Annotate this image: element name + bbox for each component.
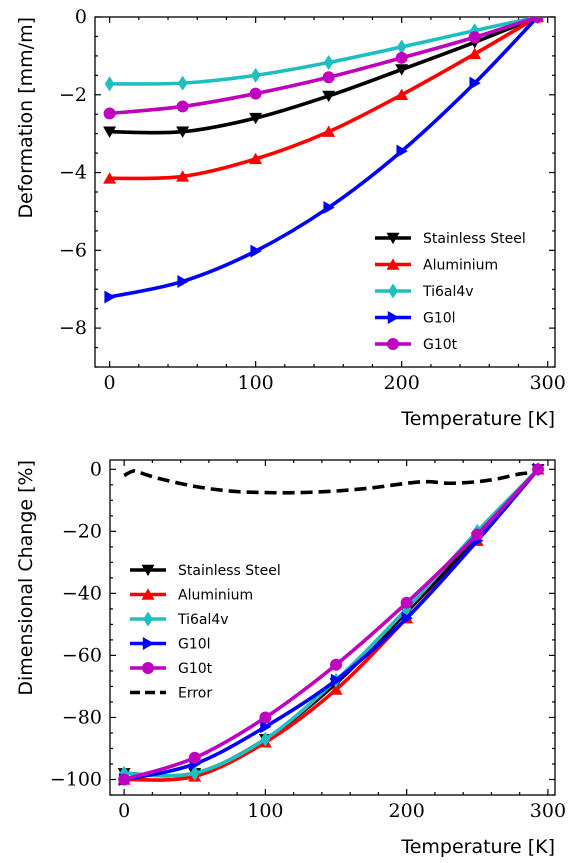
y-tick-label: −8: [59, 317, 87, 339]
x-tick-label: 0: [104, 372, 116, 394]
legend: Stainless Steel Aluminium Ti6al4v G10l G10t: [375, 231, 526, 353]
y-tick-label: −6: [59, 239, 87, 261]
data-point-ti6al4v: [104, 76, 115, 92]
legend-label: Ti6al4v: [422, 284, 474, 300]
data-point-g10l: [401, 611, 413, 625]
data-point-g10l: [323, 201, 335, 215]
data-point-g10l: [104, 290, 116, 304]
data-point-g10l: [260, 720, 272, 734]
y-tick-label: −4: [59, 162, 87, 184]
data-point-g10t: [395, 51, 408, 64]
legend-marker: [387, 311, 400, 324]
data-point-g10t: [259, 711, 272, 724]
x-tick-label: 100: [247, 800, 283, 822]
data-point-ti6al4v: [396, 39, 407, 55]
legend-label: G10l: [178, 637, 211, 653]
legend-label: Aluminium: [423, 258, 498, 274]
data-point-g10t: [176, 100, 189, 113]
legend-marker: [142, 662, 154, 674]
data-point-g10t: [532, 463, 545, 476]
data-point-g10t: [118, 773, 131, 786]
data-point-stainless-steel: [322, 90, 336, 103]
y-axis-label: Dimensional Change [%]: [15, 460, 37, 696]
legend-label: Aluminium: [178, 588, 253, 604]
y-tick-label: 0: [75, 6, 87, 28]
data-point-stainless-steel: [176, 126, 190, 138]
legend-label: G10l: [423, 311, 456, 327]
legend-marker: [141, 564, 155, 577]
y-tick-label: −60: [62, 644, 102, 666]
legend-marker: [143, 611, 153, 627]
x-tick-label: 300: [530, 800, 566, 822]
legend-label: G10t: [423, 337, 458, 353]
data-point-stainless-steel: [249, 112, 263, 125]
legend-label: Error: [178, 686, 212, 702]
data-point-aluminium: [468, 47, 482, 60]
legend-label: Stainless Steel: [423, 231, 526, 247]
x-axis-label: Temperature [K]: [400, 836, 555, 858]
data-point-g10l: [396, 144, 408, 158]
data-point-g10t: [188, 751, 201, 764]
legend-label: G10t: [178, 661, 213, 677]
data-point-aluminium: [249, 152, 263, 165]
data-point-g10t: [103, 107, 116, 120]
data-point-ti6al4v: [250, 67, 261, 83]
data-point-g10t: [531, 17, 544, 23]
data-point-ti6al4v: [469, 23, 480, 39]
x-tick-label: 200: [389, 800, 425, 822]
data-point-g10t: [249, 87, 262, 100]
legend-marker: [386, 258, 400, 270]
legend-label: Stainless Steel: [178, 563, 281, 579]
data-point-aluminium: [176, 170, 190, 182]
data-point-g10t: [471, 528, 484, 541]
x-tick-label: 0: [118, 800, 130, 822]
legend-marker: [141, 588, 155, 600]
legend-marker: [387, 338, 399, 350]
data-point-ti6al4v: [323, 55, 334, 70]
y-tick-label: −20: [62, 520, 102, 542]
y-tick-label: 0: [90, 458, 102, 480]
data-point-g10l: [177, 274, 189, 288]
legend: Stainless Steel Aluminium Ti6al4v G10l G10t E…: [130, 563, 281, 702]
data-point-stainless-steel: [103, 126, 117, 138]
deformation-chart: 0 100 200 300 0 −2 −4 −6 −8 Temperature [K] Deform…: [15, 6, 566, 430]
legend-label: Ti6al4v: [177, 612, 229, 628]
y-tick-label: −40: [62, 582, 102, 604]
data-point-ti6al4v: [401, 601, 412, 617]
legend-marker: [388, 283, 398, 299]
plot-frame: [109, 459, 556, 796]
data-point-aluminium: [103, 172, 117, 184]
data-point-g10t: [400, 596, 413, 609]
series-line-error: [123, 469, 539, 495]
data-point-aluminium: [395, 88, 409, 100]
x-tick-label: 100: [238, 372, 274, 394]
data-point-ti6al4v: [177, 75, 188, 91]
data-point-ti6al4v: [260, 731, 271, 747]
data-point-g10l: [330, 673, 343, 687]
legend-marker: [142, 637, 155, 650]
data-point-g10l: [469, 76, 481, 90]
dimensional-change-chart: 0 100 200 300 0 −20 −40 −60 −80 −100 Temperature […: [15, 458, 566, 858]
y-axis-label: Deformation [mm/m]: [15, 17, 37, 218]
legend-marker: [386, 232, 400, 245]
data-point-g10t: [468, 31, 481, 44]
x-tick-label: 300: [530, 372, 566, 394]
data-point-g10l: [250, 244, 262, 258]
y-tick-label: −80: [62, 706, 102, 728]
data-point-g10t: [322, 71, 335, 84]
data-point-aluminium: [322, 125, 336, 137]
data-point-stainless-steel: [395, 64, 409, 76]
data-point-g10t: [330, 658, 343, 671]
x-axis-label: Temperature [K]: [400, 408, 555, 430]
data-point-ti6al4v: [189, 765, 200, 781]
data-point-aluminium: [329, 683, 343, 695]
x-tick-label: 200: [384, 372, 420, 394]
y-tick-label: −2: [59, 84, 87, 106]
y-tick-label: −100: [50, 768, 102, 790]
